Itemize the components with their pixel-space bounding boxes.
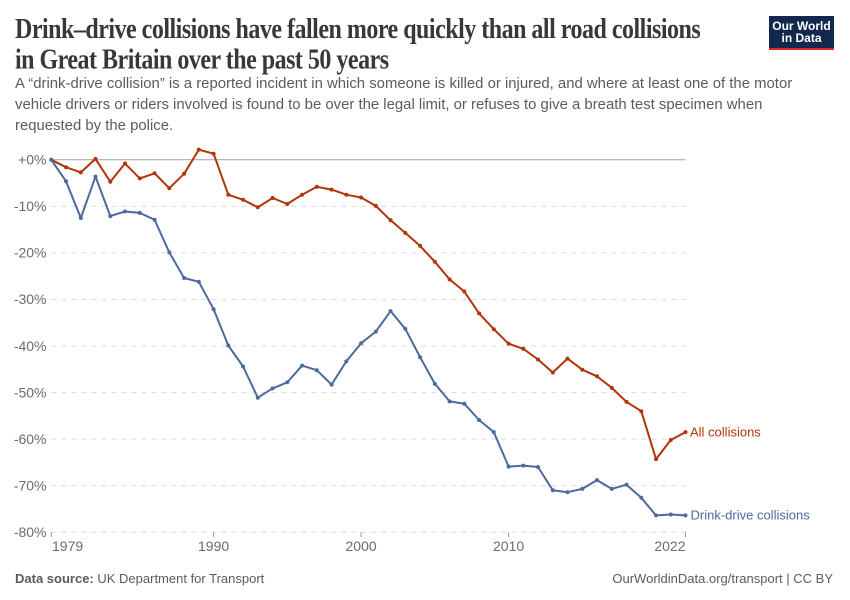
svg-text:2010: 2010 <box>493 538 524 554</box>
svg-text:-10%: -10% <box>14 198 47 214</box>
svg-text:-30%: -30% <box>14 291 47 307</box>
svg-text:-40%: -40% <box>14 338 47 354</box>
svg-text:-70%: -70% <box>14 477 47 493</box>
svg-text:+0%: +0% <box>18 152 46 168</box>
svg-text:-20%: -20% <box>14 245 47 261</box>
svg-text:-80%: -80% <box>14 524 47 540</box>
svg-text:2000: 2000 <box>346 538 377 554</box>
svg-text:All collisions: All collisions <box>690 425 761 440</box>
svg-text:-60%: -60% <box>14 431 47 447</box>
svg-text:1990: 1990 <box>198 538 229 554</box>
svg-text:2022: 2022 <box>654 538 685 554</box>
svg-text:1979: 1979 <box>52 538 83 554</box>
svg-text:-50%: -50% <box>14 384 47 400</box>
svg-text:Drink-drive collisions: Drink-drive collisions <box>691 508 811 523</box>
